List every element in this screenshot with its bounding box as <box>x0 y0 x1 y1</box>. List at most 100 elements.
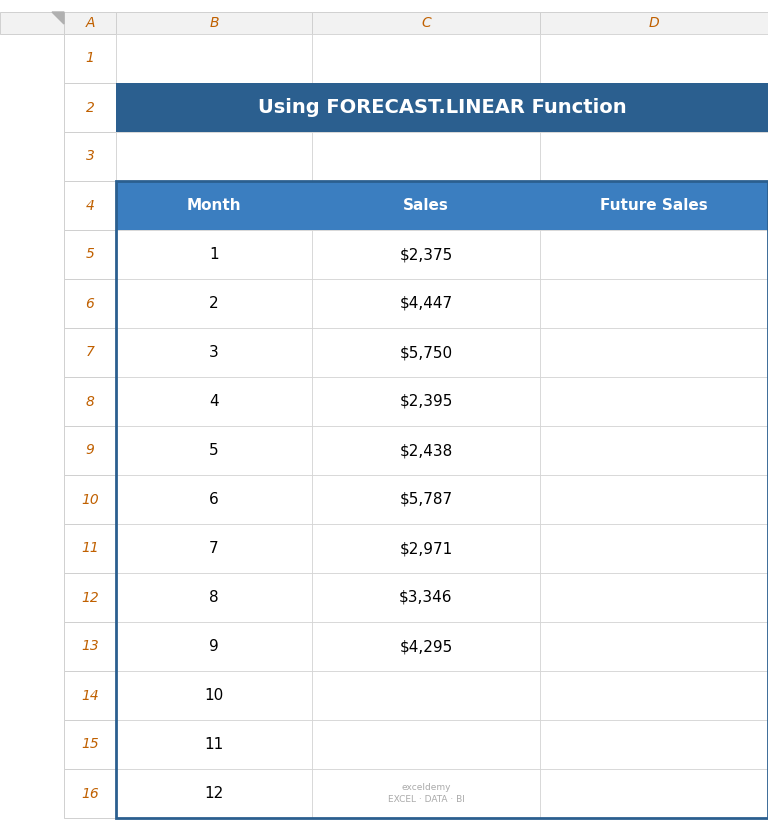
Bar <box>312 181 540 230</box>
Bar <box>540 83 768 132</box>
Text: 3: 3 <box>85 150 94 164</box>
Text: 10: 10 <box>81 493 99 507</box>
Text: $2,375: $2,375 <box>399 247 452 262</box>
Text: A: A <box>85 16 94 30</box>
Bar <box>64 279 116 328</box>
Bar <box>116 720 312 769</box>
Text: 4: 4 <box>85 199 94 212</box>
Bar <box>540 181 768 230</box>
Text: exceldemy
EXCEL · DATA · BI: exceldemy EXCEL · DATA · BI <box>388 783 465 805</box>
Bar <box>116 132 312 181</box>
Bar <box>312 622 540 671</box>
Bar <box>540 279 768 328</box>
Text: 2: 2 <box>209 296 219 311</box>
Text: 10: 10 <box>204 688 223 703</box>
Bar <box>312 720 540 769</box>
Bar <box>64 475 116 524</box>
Bar <box>312 12 540 34</box>
Bar <box>312 181 540 230</box>
Bar <box>312 426 540 475</box>
Bar <box>540 34 768 83</box>
Bar <box>312 34 540 83</box>
Bar <box>312 230 540 279</box>
Text: 13: 13 <box>81 640 99 653</box>
Text: 4: 4 <box>209 394 219 409</box>
Bar <box>116 83 312 132</box>
Polygon shape <box>52 12 64 24</box>
Bar <box>116 279 312 328</box>
Text: 1: 1 <box>209 247 219 262</box>
Text: 14: 14 <box>81 689 99 702</box>
Text: $3,346: $3,346 <box>399 590 453 605</box>
Text: 7: 7 <box>85 345 94 359</box>
Text: 5: 5 <box>209 443 219 458</box>
Bar <box>540 524 768 573</box>
Bar <box>64 181 116 230</box>
Bar <box>312 377 540 426</box>
Bar <box>312 328 540 377</box>
Text: 11: 11 <box>204 737 223 752</box>
Text: 2: 2 <box>85 101 94 115</box>
Text: $2,395: $2,395 <box>399 394 452 409</box>
Text: 8: 8 <box>85 394 94 409</box>
Text: C: C <box>421 16 431 30</box>
Text: 9: 9 <box>209 639 219 654</box>
Bar <box>116 426 312 475</box>
Bar <box>116 475 312 524</box>
Bar <box>64 524 116 573</box>
Bar <box>64 328 116 377</box>
Bar <box>540 573 768 622</box>
Bar <box>64 769 116 818</box>
Bar <box>0 12 64 34</box>
Text: 12: 12 <box>81 591 99 605</box>
Bar <box>64 377 116 426</box>
Bar <box>116 181 312 230</box>
Text: 6: 6 <box>85 296 94 310</box>
Bar <box>312 279 540 328</box>
Bar <box>116 328 312 377</box>
Bar <box>312 132 540 181</box>
Bar <box>64 132 116 181</box>
Bar <box>64 230 116 279</box>
Bar <box>64 671 116 720</box>
Text: Sales: Sales <box>403 198 449 213</box>
Bar <box>540 671 768 720</box>
Bar <box>540 328 768 377</box>
Bar <box>64 12 116 34</box>
Bar <box>116 573 312 622</box>
Text: B: B <box>209 16 219 30</box>
Bar <box>540 181 768 230</box>
Text: 12: 12 <box>204 786 223 801</box>
Text: 3: 3 <box>209 345 219 360</box>
Bar <box>312 769 540 818</box>
Bar <box>540 769 768 818</box>
Text: 1: 1 <box>85 52 94 66</box>
Bar <box>540 230 768 279</box>
Text: 7: 7 <box>209 541 219 556</box>
Bar <box>116 524 312 573</box>
Bar <box>116 671 312 720</box>
Text: 11: 11 <box>81 542 99 556</box>
Bar <box>312 573 540 622</box>
Text: 8: 8 <box>209 590 219 605</box>
Bar <box>116 83 768 132</box>
Text: Using FORECAST.LINEAR Function: Using FORECAST.LINEAR Function <box>258 98 627 117</box>
Bar <box>312 671 540 720</box>
Text: 15: 15 <box>81 737 99 751</box>
Text: 9: 9 <box>85 443 94 458</box>
Text: $2,438: $2,438 <box>399 443 452 458</box>
Text: 16: 16 <box>81 786 99 800</box>
Bar <box>312 524 540 573</box>
Text: 5: 5 <box>85 247 94 261</box>
Bar <box>540 377 768 426</box>
Bar <box>312 475 540 524</box>
Text: $2,971: $2,971 <box>399 541 452 556</box>
Bar <box>540 622 768 671</box>
Bar <box>116 769 312 818</box>
Bar <box>116 181 768 818</box>
Bar <box>540 475 768 524</box>
Text: 6: 6 <box>209 492 219 507</box>
Bar <box>116 181 312 230</box>
Text: Future Sales: Future Sales <box>600 198 708 213</box>
Bar <box>116 622 312 671</box>
